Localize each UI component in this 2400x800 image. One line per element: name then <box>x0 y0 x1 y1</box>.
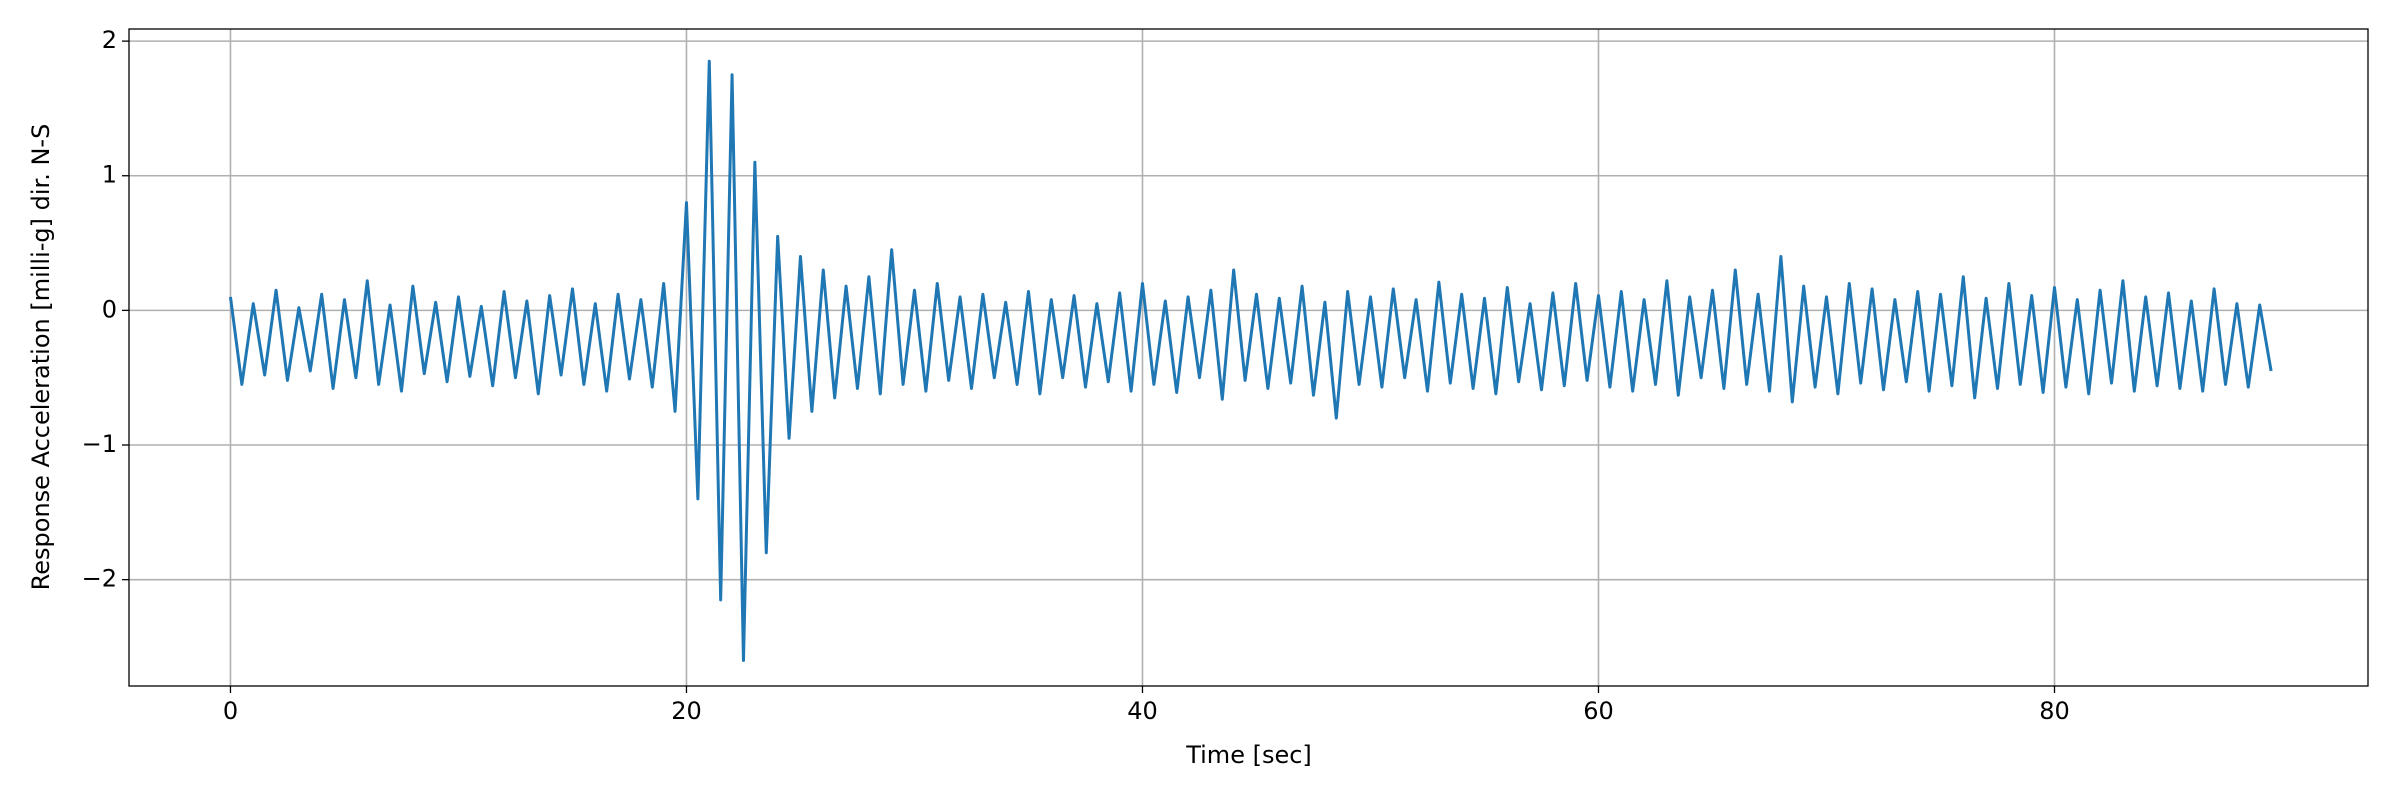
y-tick-label: −1 <box>82 430 117 458</box>
y-tick-label: −2 <box>82 565 117 593</box>
y-axis-label: Response Acceleration [milli-g] dir. N-S <box>27 124 55 591</box>
signal-line <box>228 59 2273 662</box>
y-tick-label: 1 <box>102 161 117 189</box>
x-tick-label: 60 <box>1583 697 1614 725</box>
x-tick-label: 0 <box>223 697 238 725</box>
x-tick-label: 80 <box>2039 697 2070 725</box>
x-axis-label: Time [sec] <box>1185 741 1312 769</box>
x-tick-label: 40 <box>1127 697 1158 725</box>
y-tick-label: 2 <box>102 26 117 54</box>
plot-frame <box>128 28 2369 687</box>
y-tick-label: 0 <box>102 295 117 323</box>
x-tick-label: 20 <box>671 697 702 725</box>
